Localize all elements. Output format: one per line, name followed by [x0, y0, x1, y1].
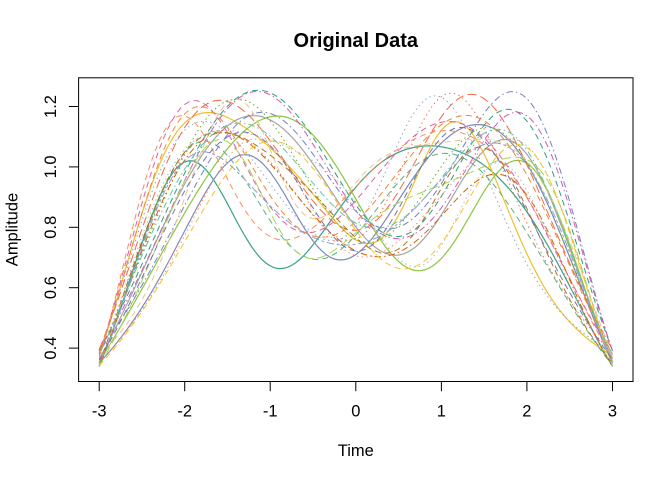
svg-text:1.0: 1.0	[42, 155, 60, 178]
svg-text:2: 2	[522, 402, 531, 420]
svg-text:1.2: 1.2	[42, 95, 60, 118]
svg-text:-3: -3	[92, 402, 107, 420]
svg-text:Amplitude: Amplitude	[4, 193, 22, 266]
svg-text:-2: -2	[177, 402, 192, 420]
svg-text:3: 3	[608, 402, 617, 420]
svg-text:0.4: 0.4	[42, 337, 60, 360]
svg-text:0.6: 0.6	[42, 276, 60, 299]
svg-text:Original Data: Original Data	[294, 30, 419, 52]
svg-text:0: 0	[351, 402, 360, 420]
svg-text:-1: -1	[263, 402, 278, 420]
svg-text:Time: Time	[338, 442, 374, 460]
svg-text:1: 1	[437, 402, 446, 420]
svg-text:0.8: 0.8	[42, 216, 60, 239]
